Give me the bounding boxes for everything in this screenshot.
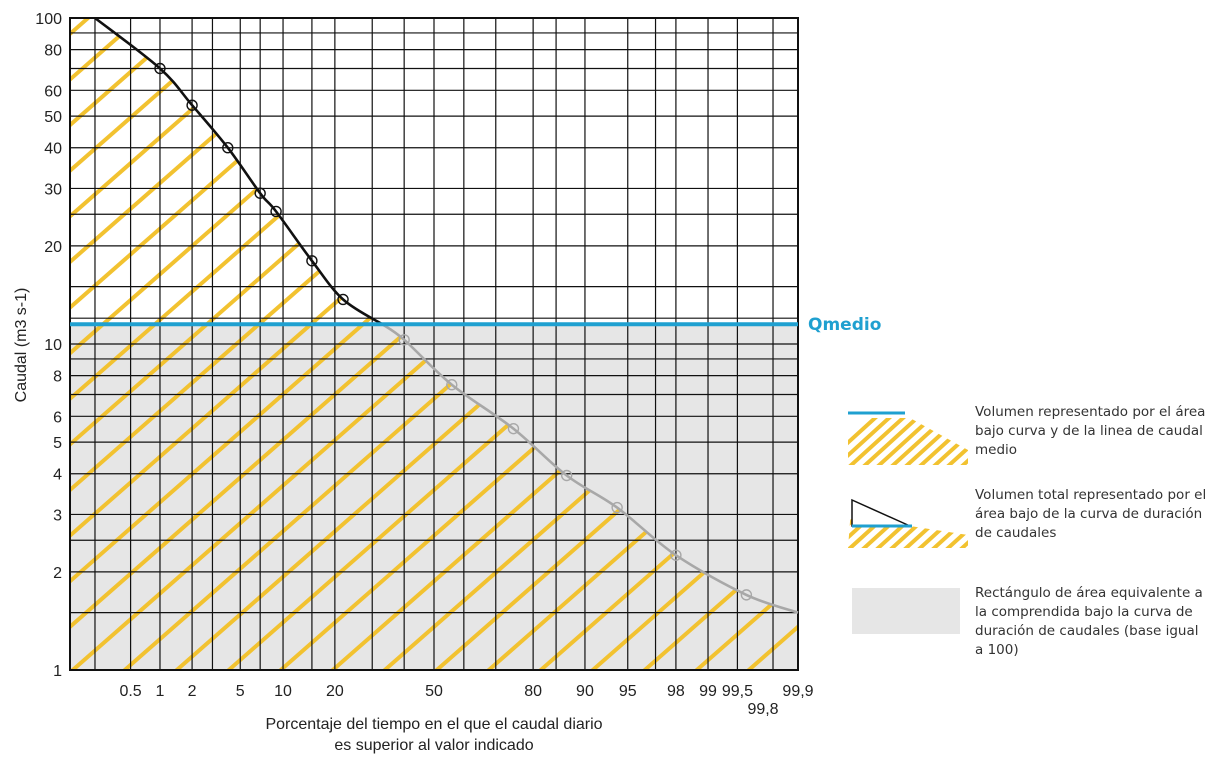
y-tick-label: 80	[44, 43, 62, 60]
flow-duration-curve	[94, 16, 799, 614]
x-tick-label: 2	[188, 683, 197, 700]
data-point	[254, 187, 266, 199]
x-tick-label: 1	[156, 683, 165, 700]
legend-hatch-line	[848, 418, 908, 465]
y-tick-label: 30	[44, 181, 62, 198]
legend-hatch-line	[848, 518, 855, 548]
data-point	[186, 99, 198, 111]
data-point	[337, 293, 349, 306]
legend-item-total-volume: Volumen total representado por el área b…	[975, 487, 1207, 541]
hatch-line	[412, 18, 798, 670]
mean-flow-label: Qmedio	[808, 315, 881, 335]
legend-hatch-line	[860, 418, 922, 465]
legend-hatch-line	[848, 418, 894, 465]
hatch-line	[70, 18, 80, 670]
data-point	[560, 469, 573, 482]
y-axis-ticks: 1 2 3 4 5 6 8 10 20 30 40 50 60 80 100	[35, 11, 62, 680]
x-axis-label: Porcentaje del tiempo en el que el cauda…	[265, 716, 602, 733]
x-tick-label: 10	[274, 683, 292, 700]
data-point	[222, 142, 234, 154]
y-tick-label: 5	[53, 435, 62, 452]
x-tick-label: 99,8	[747, 701, 778, 718]
x-tick-label: 98	[667, 683, 685, 700]
y-tick-label: 2	[53, 565, 62, 582]
x-tick-label: 99,9	[782, 683, 813, 700]
legend-hatch-line	[848, 418, 880, 465]
data-point	[740, 589, 753, 601]
y-tick-label: 40	[44, 141, 62, 158]
legend-item-equivalent-rectangle: Rectángulo de área equivalente a la comp…	[975, 585, 1203, 658]
y-tick-label: 60	[44, 83, 62, 100]
y-tick-label: 100	[35, 11, 62, 28]
y-tick-label: 6	[53, 409, 62, 426]
data-point	[306, 255, 318, 267]
hatch-line	[360, 18, 798, 670]
hatch-line	[516, 18, 798, 670]
x-tick-label: 50	[425, 683, 443, 700]
x-tick-label: 95	[619, 683, 637, 700]
data-point	[446, 379, 458, 391]
data-point	[398, 334, 410, 346]
y-tick-label: 20	[44, 239, 62, 256]
x-tick-label: 99,5	[722, 683, 753, 700]
data-point	[154, 62, 166, 75]
y-tick-label: 50	[44, 109, 62, 126]
x-axis-ticks: 0.5 1 2 5 10 20 50 80 90 95 98 99 99,599,899,9	[119, 683, 813, 718]
legend-hatch-line	[944, 418, 968, 465]
y-tick-label: 10	[44, 337, 62, 354]
data-point	[507, 422, 520, 435]
y-tick-label: 1	[53, 663, 62, 680]
y-axis-label: Caudal (m3 s-1)	[13, 288, 30, 403]
data-point	[611, 501, 623, 514]
x-tick-label: 90	[576, 683, 594, 700]
legend-item-mean-volume: Volumen representado por el área bajo cu…	[975, 404, 1206, 458]
data-point	[670, 549, 682, 561]
x-tick-label: 20	[326, 683, 344, 700]
x-tick-label: 5	[236, 683, 245, 700]
x-axis-label: es superior al valor indicado	[334, 737, 533, 754]
legend-hatch-line	[944, 518, 968, 548]
lower-curve-line	[381, 323, 799, 614]
mean-flow-line: Qmedio	[70, 315, 881, 335]
x-tick-label: 80	[524, 683, 542, 700]
hatch-line	[70, 18, 236, 670]
grey-rectangle-icon	[852, 588, 960, 634]
chart-grid	[69, 17, 799, 671]
hatch-line	[464, 18, 798, 670]
y-tick-label: 8	[53, 369, 62, 386]
y-tick-label: 4	[53, 467, 62, 484]
x-tick-label: 99	[699, 683, 717, 700]
data-point	[270, 205, 282, 218]
y-tick-label: 3	[53, 507, 62, 524]
legend-hatch-line	[958, 518, 968, 548]
x-tick-label: 0.5	[119, 683, 141, 700]
